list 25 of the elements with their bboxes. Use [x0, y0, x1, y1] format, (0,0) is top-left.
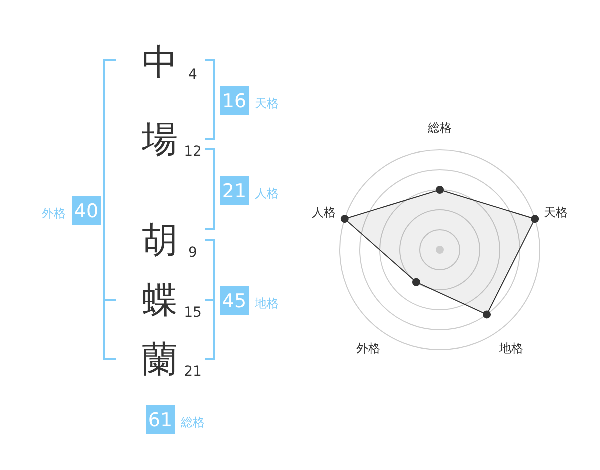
data-label: 21 — [184, 364, 202, 380]
spoke-label: 地格 — [498, 342, 524, 356]
data-label: 12 — [184, 144, 202, 160]
text: 45 — [222, 290, 247, 312]
text: 外格 — [42, 206, 66, 220]
text: 40 — [74, 200, 99, 222]
spoke-label: 総格 — [427, 121, 452, 135]
text: 16 — [222, 90, 247, 112]
category-label: 中 — [142, 42, 178, 84]
data-label: 9 — [188, 245, 198, 261]
category-label: 蝶 — [142, 280, 178, 322]
text: 61 — [148, 410, 173, 432]
text: 21 — [222, 180, 247, 202]
category-label: 蘭 — [142, 340, 178, 380]
text: 天格 — [255, 96, 279, 110]
text: 地格 — [254, 296, 279, 310]
category-label: 胡 — [142, 220, 178, 262]
category-label: 場 — [141, 120, 178, 160]
text: 人格 — [255, 186, 279, 200]
data-label: 15 — [184, 305, 202, 321]
spoke-label: 天格 — [544, 205, 568, 220]
data-label: 4 — [188, 67, 198, 83]
text: 総格 — [180, 416, 205, 430]
spoke-label: 人格 — [312, 205, 336, 220]
spoke-label: 外格 — [356, 342, 380, 356]
